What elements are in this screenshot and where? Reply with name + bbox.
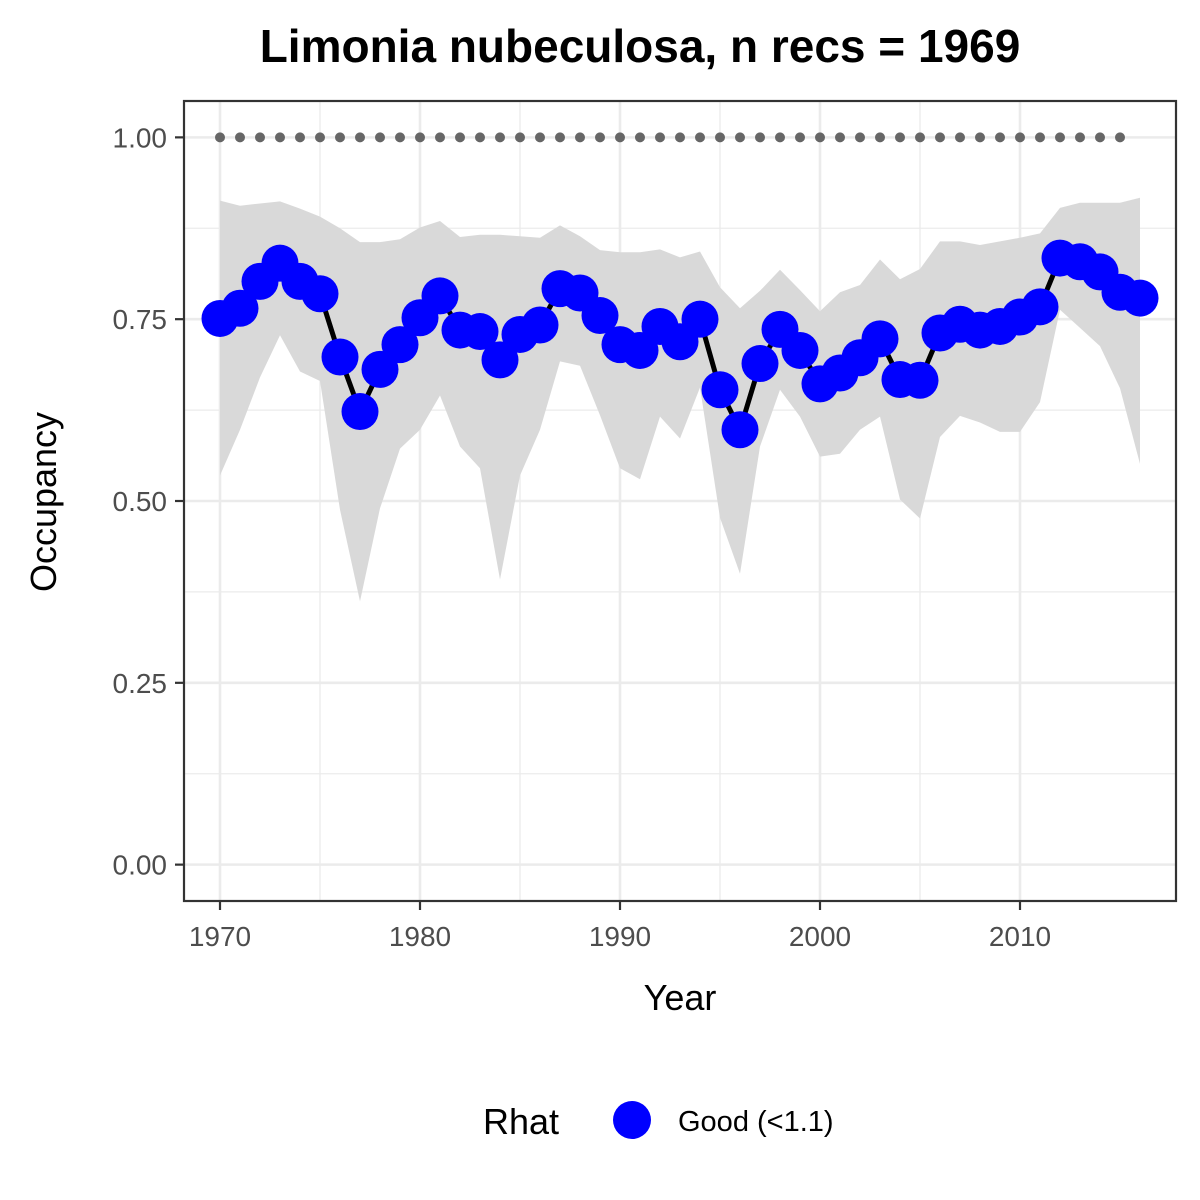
plot-panel bbox=[184, 101, 1176, 901]
reference-dot bbox=[455, 132, 465, 142]
reference-dot bbox=[815, 132, 825, 142]
reference-dot bbox=[935, 132, 945, 142]
reference-dot bbox=[575, 132, 585, 142]
reference-dot bbox=[1015, 132, 1025, 142]
occupancy-point bbox=[702, 371, 739, 408]
reference-dot bbox=[235, 132, 245, 142]
reference-dot bbox=[1075, 132, 1085, 142]
reference-dot bbox=[775, 132, 785, 142]
reference-dot bbox=[495, 132, 505, 142]
y-axis-title: Occupancy bbox=[23, 412, 64, 592]
occupancy-point bbox=[1022, 288, 1059, 325]
reference-dot bbox=[1115, 132, 1125, 142]
x-tick-label: 2000 bbox=[789, 921, 851, 952]
reference-dot bbox=[955, 132, 965, 142]
reference-dot bbox=[255, 132, 265, 142]
reference-dot bbox=[755, 132, 765, 142]
reference-dot bbox=[915, 132, 925, 142]
legend-key-good bbox=[613, 1101, 651, 1139]
occupancy-point bbox=[682, 301, 719, 338]
reference-dot bbox=[535, 132, 545, 142]
x-tick-label: 1990 bbox=[589, 921, 651, 952]
reference-dot bbox=[975, 132, 985, 142]
reference-dot bbox=[355, 132, 365, 142]
occupancy-point bbox=[782, 332, 819, 369]
reference-dot bbox=[335, 132, 345, 142]
reference-dot bbox=[595, 132, 605, 142]
legend: Rhat Good (<1.1) bbox=[483, 1101, 834, 1142]
reference-dot bbox=[315, 132, 325, 142]
reference-dot bbox=[715, 132, 725, 142]
reference-dot bbox=[635, 132, 645, 142]
reference-dot bbox=[475, 132, 485, 142]
x-tick-label: 1980 bbox=[389, 921, 451, 952]
y-axis: 0.00 0.25 0.50 0.75 1.00 bbox=[113, 122, 185, 880]
chart-title: Limonia nubeculosa, n recs = 1969 bbox=[260, 20, 1021, 72]
reference-dot bbox=[435, 132, 445, 142]
reference-dot bbox=[615, 132, 625, 142]
occupancy-point bbox=[742, 345, 779, 382]
reference-dot bbox=[1095, 132, 1105, 142]
occupancy-point bbox=[322, 339, 359, 376]
reference-dot bbox=[395, 132, 405, 142]
reference-dot bbox=[895, 132, 905, 142]
reference-dot bbox=[295, 132, 305, 142]
reference-dot bbox=[855, 132, 865, 142]
reference-dot bbox=[675, 132, 685, 142]
reference-dot bbox=[515, 132, 525, 142]
x-tick-label: 2010 bbox=[989, 921, 1051, 952]
x-tick-label: 1970 bbox=[189, 921, 251, 952]
legend-title: Rhat bbox=[483, 1101, 559, 1142]
x-axis-title: Year bbox=[644, 977, 717, 1018]
occupancy-point bbox=[862, 320, 899, 357]
reference-dot bbox=[415, 132, 425, 142]
reference-dot bbox=[995, 132, 1005, 142]
reference-dot bbox=[835, 132, 845, 142]
reference-dot bbox=[655, 132, 665, 142]
occupancy-point bbox=[722, 411, 759, 448]
reference-dot bbox=[735, 132, 745, 142]
reference-dot bbox=[795, 132, 805, 142]
reference-dot bbox=[1055, 132, 1065, 142]
y-tick-label: 0.50 bbox=[113, 486, 168, 517]
reference-dot bbox=[695, 132, 705, 142]
reference-dot bbox=[555, 132, 565, 142]
reference-dot bbox=[875, 132, 885, 142]
reference-dot bbox=[215, 132, 225, 142]
occupancy-point bbox=[422, 277, 459, 314]
y-tick-label: 0.25 bbox=[113, 668, 168, 699]
x-axis: 1970 1980 1990 2000 2010 bbox=[189, 901, 1051, 952]
reference-dot bbox=[375, 132, 385, 142]
grid-lines bbox=[184, 101, 1176, 901]
occupancy-point bbox=[522, 307, 559, 344]
occupancy-point bbox=[902, 362, 939, 399]
y-tick-label: 1.00 bbox=[113, 122, 168, 153]
occupancy-point bbox=[302, 275, 339, 312]
legend-label-good: Good (<1.1) bbox=[678, 1106, 834, 1138]
occupancy-point bbox=[1122, 280, 1159, 317]
reference-dot bbox=[275, 132, 285, 142]
y-tick-label: 0.75 bbox=[113, 304, 168, 335]
y-tick-label: 0.00 bbox=[113, 850, 168, 881]
occupancy-point bbox=[342, 393, 379, 430]
reference-dot bbox=[1035, 132, 1045, 142]
